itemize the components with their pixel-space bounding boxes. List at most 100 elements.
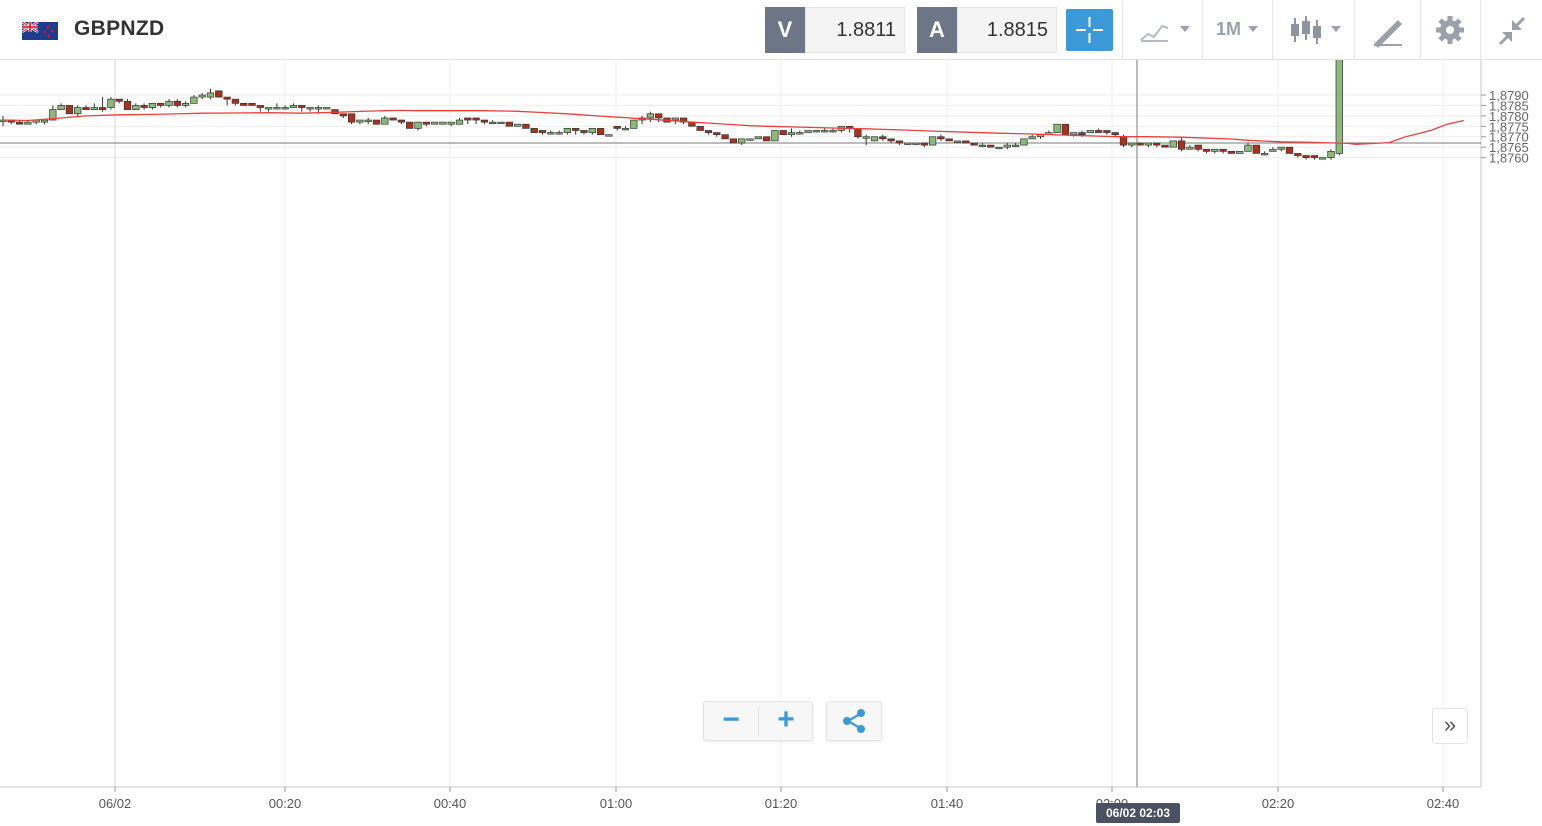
collapse-icon[interactable] <box>1496 12 1528 48</box>
candle-up <box>190 96 198 104</box>
candle-down <box>962 140 970 144</box>
candle-up <box>455 119 464 125</box>
candle-up <box>381 117 389 125</box>
candle-up <box>870 136 879 142</box>
candle-down <box>123 100 132 110</box>
candle-up <box>646 113 655 119</box>
buy-button[interactable]: A <box>917 7 957 53</box>
buy-price[interactable]: 1.8815 <box>957 7 1057 53</box>
candle-down <box>530 128 538 133</box>
candle-down <box>920 142 928 146</box>
symbol-title: GBPNZD <box>74 17 165 40</box>
candle-up <box>912 142 920 145</box>
candle-down <box>1194 144 1202 150</box>
candle-up <box>928 136 937 146</box>
candle-up <box>1070 132 1078 136</box>
candle-up <box>148 102 157 108</box>
candle-up <box>787 132 796 136</box>
crosshair-time-tag: 06/02 02:03 <box>1106 806 1170 820</box>
sell-button[interactable]: V <box>765 7 805 53</box>
candle-down <box>655 113 663 119</box>
y-tick-label: 1,8785 <box>1489 98 1529 113</box>
candle-up <box>605 134 613 137</box>
candle-down <box>339 113 347 117</box>
candle-up <box>1277 146 1285 150</box>
candle-up <box>1128 142 1136 146</box>
candle-up <box>555 132 563 135</box>
share-button[interactable] <box>826 701 882 741</box>
y-tick-label: 1,8775 <box>1489 119 1529 134</box>
candle-up <box>1186 146 1194 150</box>
candle-down <box>472 117 480 121</box>
candle-up <box>49 109 57 121</box>
candle-up <box>630 119 638 129</box>
y-tick-label: 1,8765 <box>1489 140 1529 155</box>
toolbar: GBPNZD V 1.8811 A 1.8815 1M <box>0 0 1542 60</box>
candle-down <box>729 138 738 144</box>
crosshair-button[interactable] <box>1066 9 1113 51</box>
candle-up <box>804 130 812 133</box>
candle-down <box>1252 144 1260 154</box>
candle-down <box>256 105 264 108</box>
price-chart[interactable]: 1,87901,87851,87801,87751,87701,87651,87… <box>0 60 1542 826</box>
candle-up <box>563 128 572 133</box>
candle-up <box>1011 144 1020 147</box>
candle-up <box>1244 144 1252 152</box>
sell-price[interactable]: 1.8811 <box>805 7 905 53</box>
candle-down <box>572 128 580 131</box>
candle-up <box>796 132 804 135</box>
x-tick-label: 01:00 <box>600 796 633 811</box>
candle-up <box>1020 138 1028 146</box>
candle-up <box>281 107 289 110</box>
candle-up <box>24 121 32 125</box>
candle-up <box>995 146 1003 150</box>
timeframe-selector[interactable]: 1M <box>1216 19 1242 39</box>
candle-down <box>895 140 904 144</box>
gear-icon[interactable] <box>1434 12 1466 48</box>
candle-up <box>198 94 206 98</box>
candle-down <box>887 138 895 142</box>
candle-down <box>1310 155 1319 158</box>
candle-down <box>65 105 74 115</box>
candle-down <box>704 130 713 133</box>
candle-up <box>821 130 829 133</box>
candle-down <box>538 130 547 133</box>
drawing-tools-icon[interactable] <box>1370 12 1406 48</box>
candle-up <box>547 132 555 135</box>
candle-up <box>414 121 422 129</box>
candle-up <box>588 128 596 133</box>
candle-up <box>306 107 314 110</box>
candle-down <box>679 117 688 123</box>
plot-area <box>0 60 1481 787</box>
candle-down <box>879 136 887 140</box>
candle-up <box>289 105 298 108</box>
candle-down <box>231 98 240 104</box>
scroll-to-end-button[interactable]: » <box>1432 708 1468 744</box>
candlestick-icon[interactable] <box>1288 12 1344 48</box>
candle-down <box>1078 132 1086 136</box>
candle-up <box>1260 153 1269 156</box>
zoom-out-button[interactable]: − <box>722 703 740 736</box>
chart-type-icon[interactable] <box>1138 12 1194 48</box>
candle-up <box>1053 123 1061 133</box>
candle-up <box>447 121 455 125</box>
candle-down <box>1161 144 1169 148</box>
x-tick-label: 02:20 <box>1262 796 1295 811</box>
candle-up <box>1319 157 1327 160</box>
candle-down <box>505 121 513 127</box>
candle-down <box>223 96 231 100</box>
candle-up <box>1144 142 1153 146</box>
candle-down <box>115 98 123 102</box>
candle-down <box>215 90 223 98</box>
candle-up <box>489 121 497 124</box>
share-icon <box>843 709 865 733</box>
candle-down <box>1094 130 1103 133</box>
candle-up <box>439 121 447 125</box>
candle-down <box>1302 155 1310 158</box>
candle-down <box>422 121 430 125</box>
zoom-in-button[interactable]: + <box>777 703 795 736</box>
candle-up <box>1003 144 1011 148</box>
candle-down <box>762 136 771 142</box>
candle-down <box>522 123 530 129</box>
candle-down <box>82 107 90 110</box>
